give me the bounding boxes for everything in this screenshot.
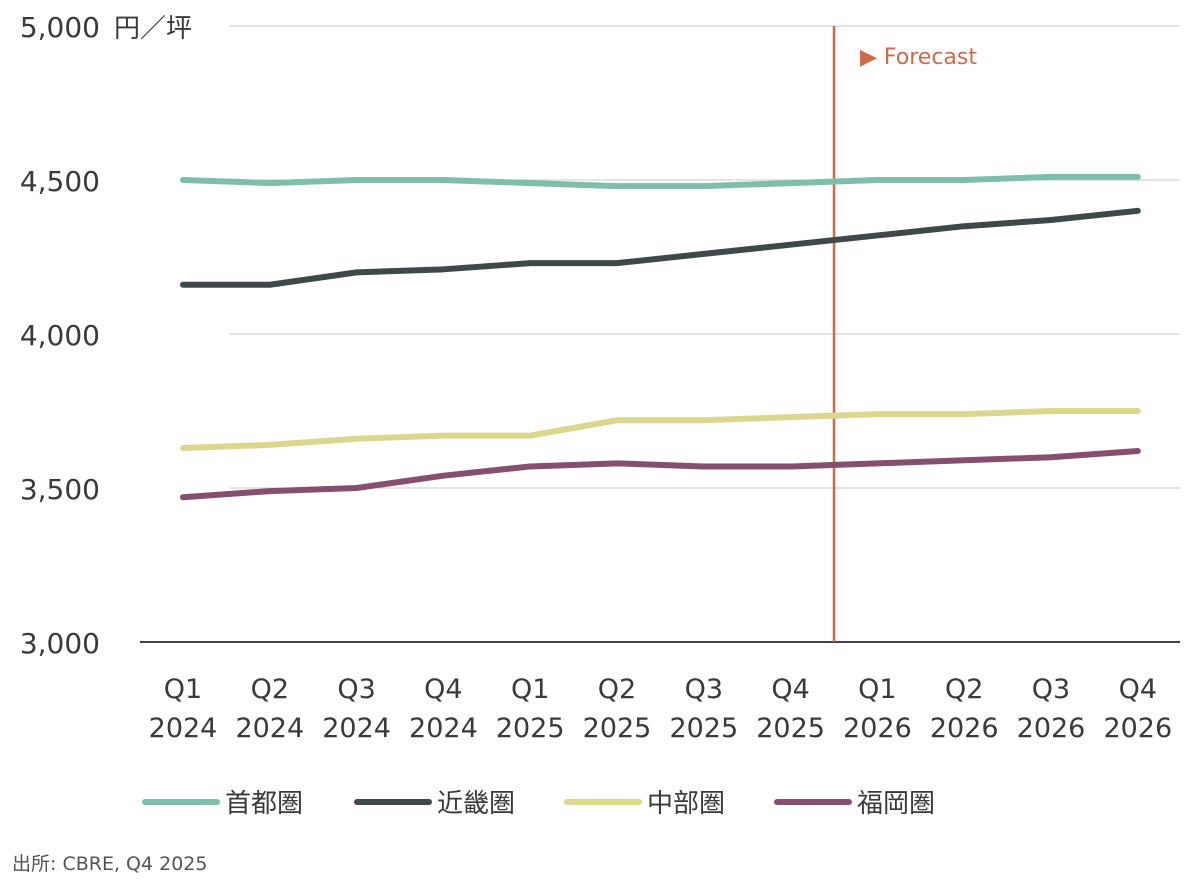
source-note: 出所: CBRE, Q4 2025 xyxy=(12,853,207,875)
legend-label: 福岡圏 xyxy=(857,789,935,819)
x-tick-label-quarter: Q2 xyxy=(945,674,983,705)
x-tick-label-quarter: Q1 xyxy=(164,674,202,705)
y-tick-label: 5,000 xyxy=(20,11,100,44)
x-tick-label-year: 2026 xyxy=(1017,713,1086,744)
x-tick-label-year: 2024 xyxy=(149,713,218,744)
x-tick-label-quarter: Q3 xyxy=(337,674,375,705)
y-tick-label: 4,500 xyxy=(20,165,100,198)
y-tick-label: 3,000 xyxy=(20,627,100,660)
series-line-首都圏 xyxy=(183,177,1138,186)
x-tick-label-quarter: Q1 xyxy=(858,674,896,705)
series-line-福岡圏 xyxy=(183,451,1138,497)
legend-label: 中部圏 xyxy=(647,789,725,819)
x-tick-label-year: 2025 xyxy=(583,713,652,744)
y-tick-label: 3,500 xyxy=(20,473,100,506)
x-tick-label-year: 2025 xyxy=(756,713,825,744)
x-tick-label-quarter: Q4 xyxy=(1119,674,1157,705)
x-tick-label-quarter: Q4 xyxy=(424,674,462,705)
x-tick-label-year: 2026 xyxy=(930,713,999,744)
x-tick-label-year: 2024 xyxy=(235,713,304,744)
x-tick-label-year: 2024 xyxy=(409,713,478,744)
y-unit-label: 円／坪 xyxy=(114,14,192,44)
x-tick-label-quarter: Q4 xyxy=(771,674,809,705)
y-tick-label: 4,000 xyxy=(20,319,100,352)
x-tick-label-year: 2025 xyxy=(669,713,738,744)
x-tick-label-quarter: Q1 xyxy=(511,674,549,705)
x-tick-label-year: 2025 xyxy=(496,713,565,744)
x-tick-label-year: 2026 xyxy=(843,713,912,744)
x-tick-label-quarter: Q3 xyxy=(1032,674,1070,705)
x-tick-label-quarter: Q2 xyxy=(251,674,289,705)
series-line-中部圏 xyxy=(183,411,1138,448)
x-tick-label-quarter: Q3 xyxy=(685,674,723,705)
x-tick-label-year: 2026 xyxy=(1103,713,1172,744)
legend-label: 首都圏 xyxy=(225,789,303,819)
forecast-label: ▶ Forecast xyxy=(860,45,977,70)
x-tick-label-year: 2024 xyxy=(322,713,391,744)
series-line-近畿圏 xyxy=(183,211,1138,285)
legend-label: 近畿圏 xyxy=(437,789,515,819)
x-tick-label-quarter: Q2 xyxy=(598,674,636,705)
